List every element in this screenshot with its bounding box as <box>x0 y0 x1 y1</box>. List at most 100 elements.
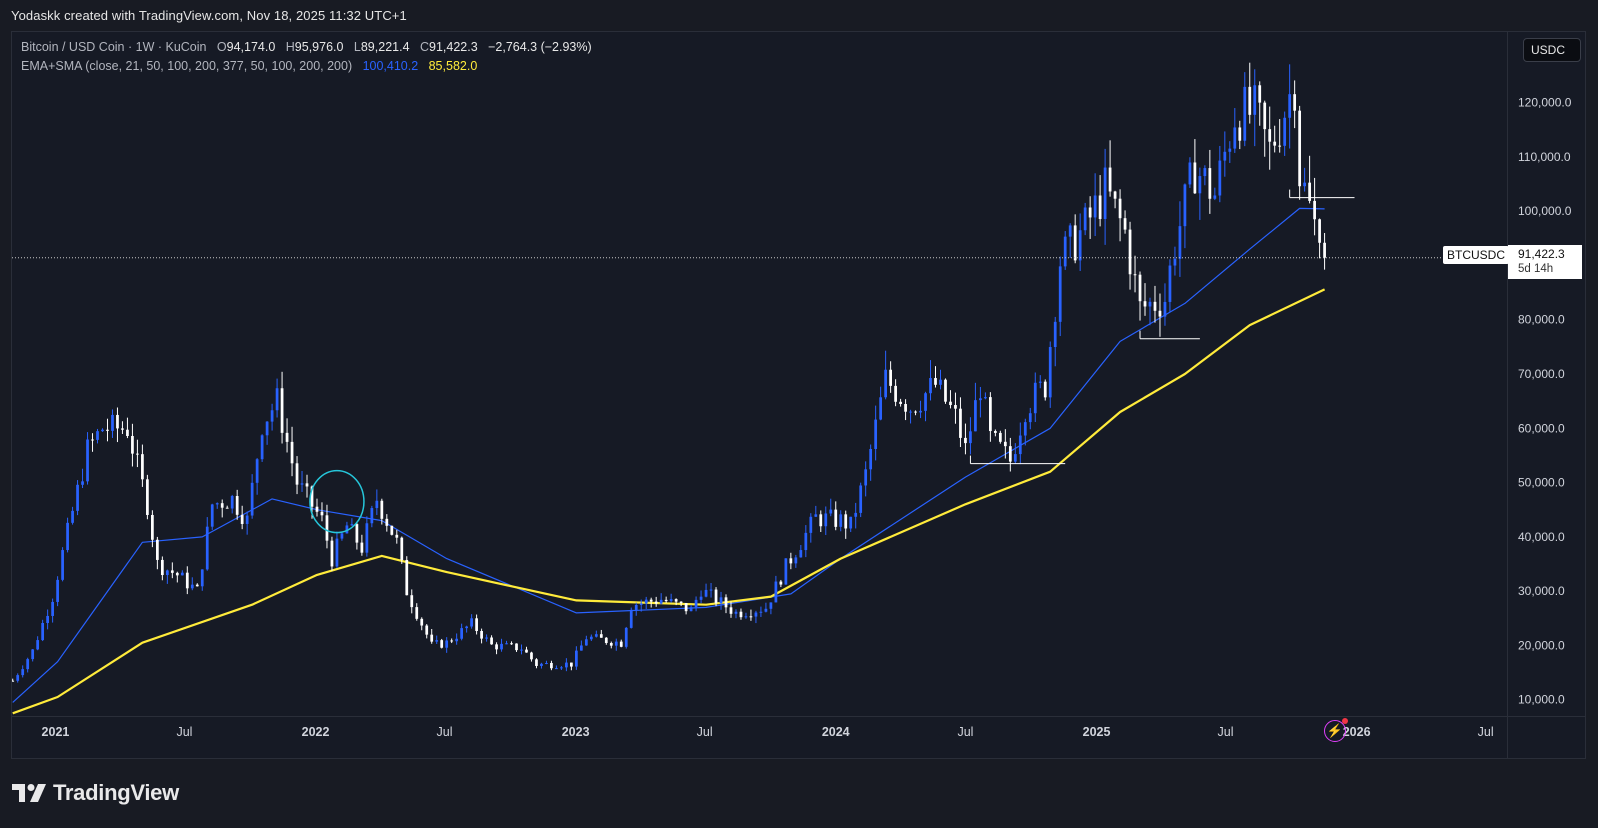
candle <box>609 641 613 649</box>
candle <box>884 350 887 400</box>
y-tick-label: 30,000.0 <box>1518 584 1565 598</box>
candle <box>764 602 768 613</box>
candle-body <box>769 602 773 609</box>
candle <box>1303 167 1306 192</box>
bar-countdown: 5d 14h <box>1518 263 1554 275</box>
candle-body <box>1298 110 1302 187</box>
candle-body <box>96 431 99 440</box>
candle-body <box>944 379 947 402</box>
candle-body <box>1198 176 1202 194</box>
candle-body <box>619 641 623 647</box>
candle-body <box>550 662 553 669</box>
candle <box>1288 64 1292 149</box>
symbol-description[interactable]: Bitcoin / USD Coin · 1W · KuCoin <box>21 40 207 54</box>
candle <box>465 625 468 633</box>
candle <box>215 502 219 509</box>
candle-body <box>719 597 723 604</box>
candle-body <box>86 439 89 482</box>
candle-body <box>460 628 464 639</box>
candle-body <box>76 484 79 511</box>
candle-body <box>914 411 917 413</box>
candle <box>410 589 414 614</box>
candle <box>86 432 89 485</box>
candle <box>1183 183 1187 249</box>
candle <box>1218 145 1222 203</box>
candle-body <box>290 441 294 464</box>
candle-body <box>869 449 873 470</box>
currency-button[interactable]: USDC <box>1523 38 1581 62</box>
candle <box>998 430 1002 444</box>
x-tick-label: Jul <box>957 725 973 739</box>
candle <box>839 510 843 532</box>
candle-body <box>1133 274 1137 276</box>
candle <box>470 614 473 629</box>
y-tick-label: 80,000.0 <box>1518 313 1565 327</box>
candle-body <box>46 615 50 624</box>
candle-body <box>589 636 593 640</box>
candle <box>899 398 902 407</box>
candle <box>749 609 753 621</box>
candle-body <box>220 503 224 508</box>
candle-body <box>734 611 738 614</box>
close-label: C <box>419 40 429 54</box>
candle-body <box>235 496 239 515</box>
candle <box>1128 221 1132 290</box>
candle-body <box>639 603 643 605</box>
candle-body <box>974 400 977 432</box>
candle-body <box>375 500 379 509</box>
candle-body <box>1313 200 1316 220</box>
candle <box>1283 111 1287 156</box>
candle <box>240 505 244 530</box>
candle-body <box>764 608 768 612</box>
indicator-name[interactable]: EMA+SMA (close, 21, 50, 100, 200, 377, 5… <box>21 59 353 73</box>
candle <box>774 575 778 603</box>
candle-body <box>864 469 868 486</box>
candle <box>225 505 229 509</box>
candle <box>934 366 937 388</box>
candle-body <box>1043 381 1047 398</box>
candle-body <box>1303 182 1306 187</box>
candle-body <box>879 397 883 420</box>
candle-body <box>515 643 518 651</box>
last-price-value: 91,422.3 <box>1518 247 1565 261</box>
candle <box>654 596 658 607</box>
candle-body <box>909 411 912 413</box>
candle-body <box>1323 242 1326 258</box>
price-chart[interactable]: 10,000.0 20,000.0 30,000.0 40,000.0 50,000.0… <box>12 32 1586 759</box>
lightning-icon[interactable]: ⚡ <box>1324 718 1348 742</box>
candle-body <box>859 485 863 513</box>
candle <box>1308 155 1311 204</box>
candle <box>1083 202 1087 236</box>
candle <box>1048 341 1052 408</box>
candle-body <box>410 595 414 608</box>
candle <box>1208 149 1212 214</box>
candle <box>1253 69 1257 147</box>
candle-body <box>1093 195 1097 218</box>
chart-panel[interactable]: 10,000.0 20,000.0 30,000.0 40,000.0 50,000.0… <box>11 31 1586 759</box>
candle-body <box>1053 321 1057 348</box>
indicator-legend: EMA+SMA (close, 21, 50, 100, 200, 377, 5… <box>21 59 477 73</box>
candle <box>819 510 823 532</box>
candle-body <box>1208 168 1212 199</box>
candle-body <box>1143 301 1147 307</box>
candle <box>639 599 643 612</box>
candle-body <box>545 662 548 664</box>
candle <box>210 503 214 530</box>
candle <box>1158 293 1162 337</box>
candle-body <box>385 518 389 526</box>
candle <box>894 379 897 407</box>
candle-body <box>904 404 907 412</box>
candle <box>804 525 808 558</box>
candle <box>959 397 962 447</box>
candle-body <box>435 640 439 642</box>
candle-body <box>1238 127 1242 141</box>
candle <box>844 510 848 539</box>
candle-body <box>12 680 15 682</box>
candle-body <box>1193 162 1197 194</box>
candle-body <box>36 640 40 650</box>
candle-body <box>230 496 234 509</box>
candle <box>175 571 179 583</box>
candle <box>954 392 957 424</box>
candle-body <box>185 572 189 589</box>
notification-dot <box>1342 718 1348 724</box>
